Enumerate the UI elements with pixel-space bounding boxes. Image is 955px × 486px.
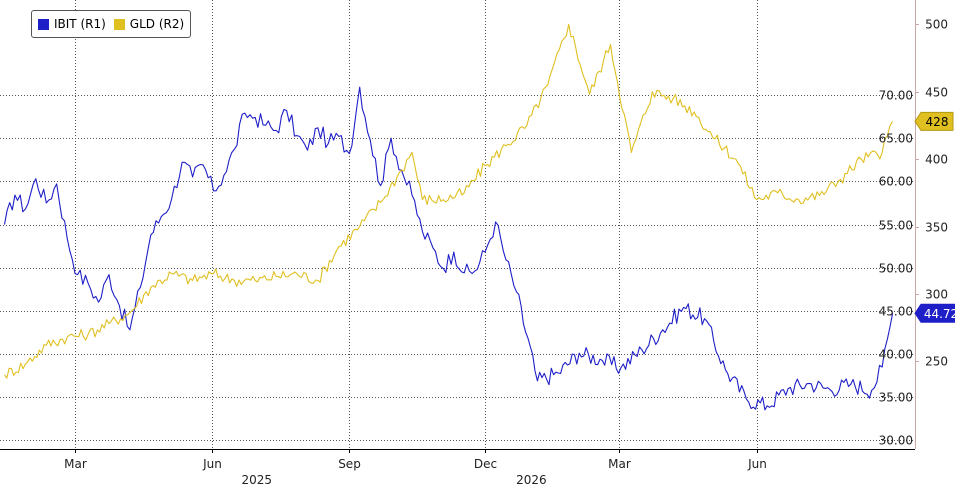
y-right-tick-label: 250 — [925, 355, 948, 369]
badge-value: 428 — [926, 115, 949, 129]
legend-item-ibit: IBIT (R1) — [38, 17, 106, 31]
y-left-tick-label: 50.00 — [879, 262, 913, 276]
x-year-label: 2026 — [516, 473, 547, 486]
badge-shape — [914, 303, 955, 323]
legend-item-gld: GLD (R2) — [113, 17, 185, 31]
legend-label-ibit: IBIT (R1) — [54, 17, 106, 31]
y-right-tick-label: 350 — [925, 221, 948, 235]
y-right-tick-label: 500 — [925, 18, 948, 32]
x-tick-label: Mar — [608, 457, 631, 471]
legend-swatch-ibit — [38, 18, 49, 30]
series-line-gld — [4, 23, 894, 379]
legend-label-gld: GLD (R2) — [129, 17, 185, 31]
y-left-tick-label: 65.00 — [879, 132, 913, 146]
y-right-tick-label: 450 — [925, 86, 948, 100]
y-left-tick-label: 45.00 — [879, 305, 913, 319]
x-tick-label: Mar — [64, 457, 87, 471]
x-tick-label: Dec — [474, 457, 497, 471]
y-right-tick-label: 400 — [925, 153, 948, 167]
series-line-ibit — [3, 86, 894, 411]
tick-layer: Mar Jun Sep Dec Mar Jun 2025 2026 30.00 35.00 40.0… — [64, 18, 948, 486]
badge-layer: 44.72 428 — [914, 111, 955, 323]
y-left-tick-label: 55.00 — [879, 219, 913, 233]
y-left-tick-label: 40.00 — [879, 348, 913, 362]
badge-value: 44.72 — [924, 307, 955, 321]
legend-swatch-gld — [113, 18, 125, 30]
last-value-badge-gld: 428 — [914, 111, 954, 131]
series-layer — [3, 23, 894, 411]
y-left-tick-label: 60.00 — [879, 175, 913, 189]
x-tick-label: Jun — [747, 457, 767, 471]
y-left-tick-label: 70.00 — [879, 89, 913, 103]
y-right-tick-label: 300 — [925, 288, 948, 302]
legend: IBIT (R1) GLD (R2) — [31, 10, 192, 38]
grid — [0, 0, 915, 449]
x-tick-label: Jun — [202, 457, 222, 471]
badge-shape — [914, 111, 954, 131]
x-year-label: 2025 — [241, 473, 272, 486]
last-value-badge-ibit: 44.72 — [914, 303, 955, 323]
y-left-tick-label: 30.00 — [879, 434, 913, 448]
y-left-tick-label: 35.00 — [879, 391, 913, 405]
x-tick-label: Sep — [338, 457, 361, 471]
